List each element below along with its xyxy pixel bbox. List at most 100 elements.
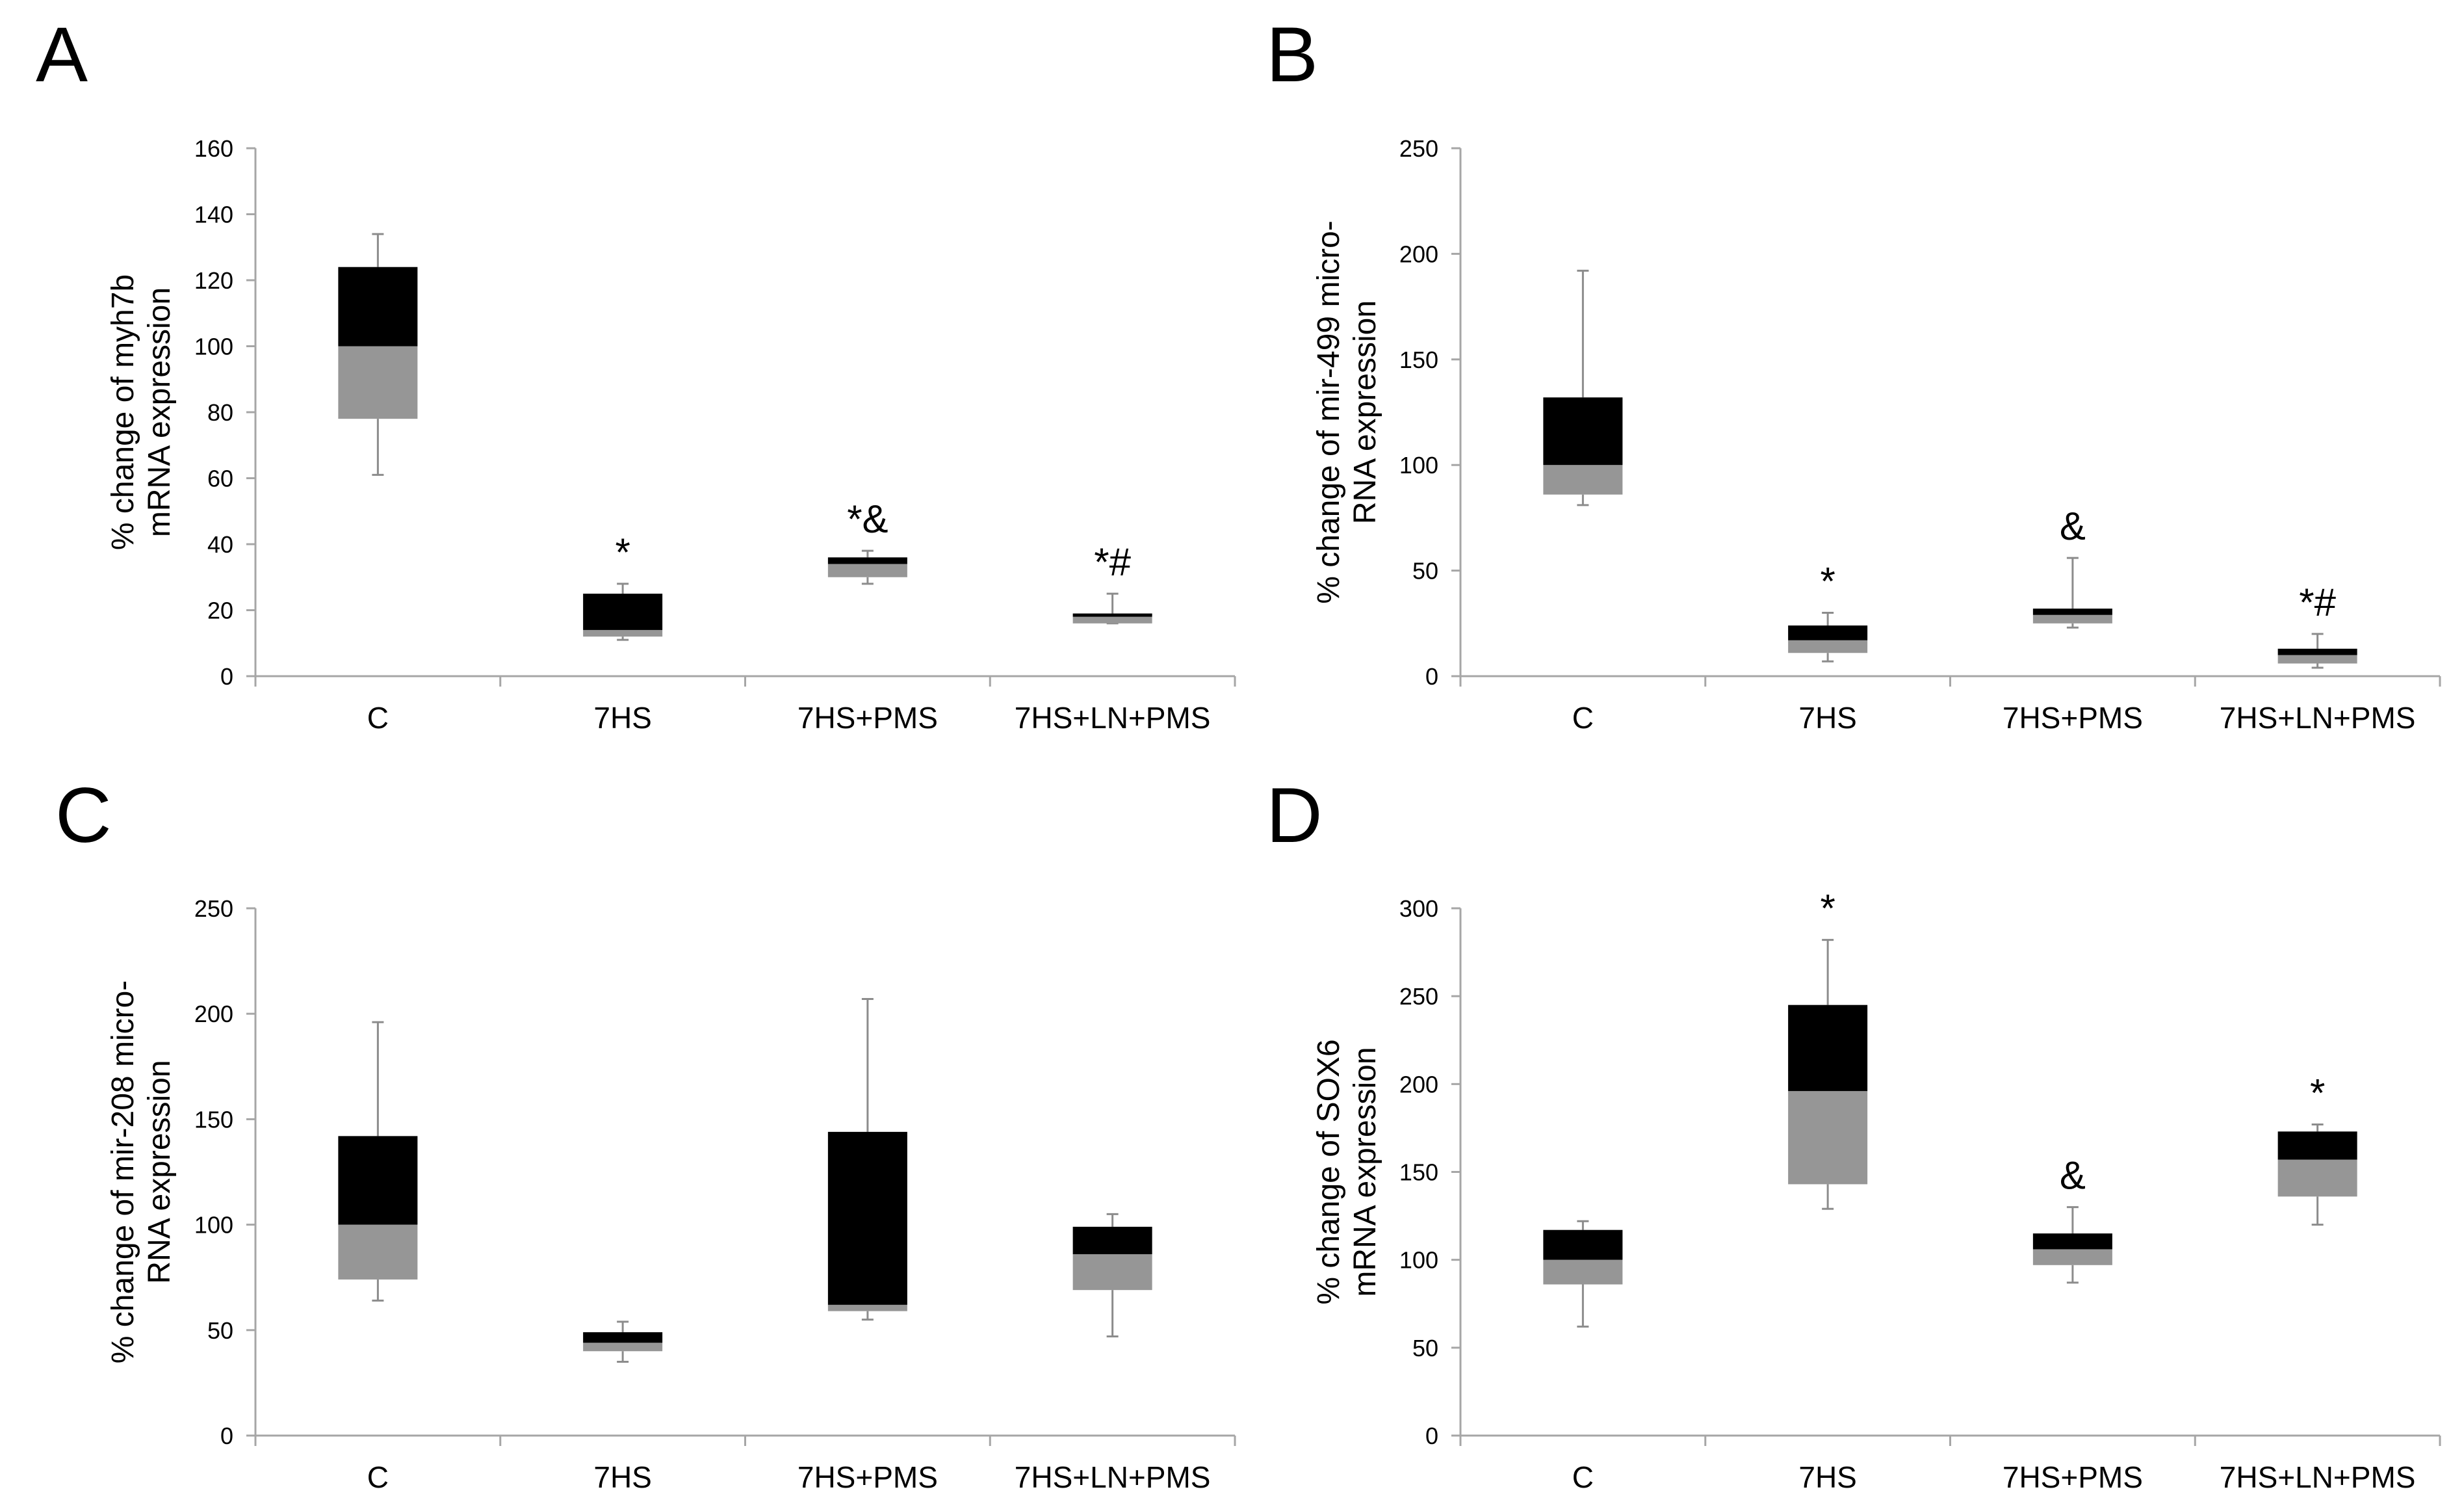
panel-letter: B bbox=[1266, 11, 1318, 98]
box-upper-quartile bbox=[2277, 1131, 2357, 1160]
significance-marker: & bbox=[2060, 505, 2086, 548]
y-tick-label: 100 bbox=[194, 334, 233, 360]
panel-letter: A bbox=[36, 11, 88, 98]
x-category-label: 7HS+PMS bbox=[798, 701, 938, 735]
y-tick-label: 50 bbox=[207, 1317, 233, 1344]
y-tick-label: 80 bbox=[207, 399, 233, 426]
box-lower-quartile bbox=[338, 346, 418, 419]
y-tick-label: 250 bbox=[1399, 983, 1438, 1010]
box-lower-quartile bbox=[2277, 655, 2357, 664]
x-category-label: 7HS+PMS bbox=[2003, 701, 2143, 735]
y-axis-title-line: % change of myh7b bbox=[106, 274, 140, 550]
y-tick-label: 200 bbox=[1399, 1071, 1438, 1097]
box-upper-quartile bbox=[2032, 609, 2112, 615]
box-lower-quartile bbox=[1788, 1091, 1868, 1185]
y-tick-label: 160 bbox=[194, 135, 233, 162]
x-category-label: C bbox=[367, 1460, 389, 1494]
significance-marker: * bbox=[1820, 560, 1835, 603]
panel-d: D 0 50 100 150 200 250 300 % change of SOX6mRNA … bbox=[1266, 772, 2441, 1494]
significance-marker: *& bbox=[847, 497, 888, 541]
box-lower-quartile bbox=[1543, 465, 1623, 495]
panel-a: A 0 20 40 60 80 100 120 140 160 % change of myh7bm… bbox=[36, 11, 1236, 735]
box-lower-quartile bbox=[2277, 1159, 2357, 1197]
y-axis-title: % change of mir-208 micro-RNA expression bbox=[106, 980, 177, 1364]
box-lower-quartile bbox=[1788, 640, 1868, 653]
y-tick-label: 50 bbox=[1412, 558, 1438, 585]
box-lower-quartile bbox=[2032, 1249, 2112, 1265]
y-tick-label: 50 bbox=[1412, 1335, 1438, 1361]
significance-marker: *# bbox=[2299, 581, 2336, 624]
y-axis-title: % change of SOX6mRNA expression bbox=[1312, 1039, 1382, 1304]
x-category-label: 7HS+LN+PMS bbox=[1015, 701, 1211, 735]
x-category-label: 7HS bbox=[1798, 701, 1856, 735]
y-tick-label: 60 bbox=[207, 466, 233, 492]
panel-b: B 0 50 100 150 200 250 % change of mir-499 micr… bbox=[1266, 11, 2441, 735]
y-tick-label: 20 bbox=[207, 598, 233, 624]
significance-marker: * bbox=[615, 531, 630, 574]
y-tick-label: 100 bbox=[1399, 1247, 1438, 1274]
y-tick-label: 0 bbox=[220, 1423, 233, 1449]
y-axis-title-line: mRNA expression bbox=[142, 287, 177, 537]
y-axis-title: % change of mir-499 micro-RNA expression bbox=[1312, 220, 1382, 604]
y-axis-title-line: mRNA expression bbox=[1348, 1047, 1382, 1296]
y-tick-label: 300 bbox=[1399, 895, 1438, 922]
y-tick-label: 0 bbox=[1425, 663, 1438, 690]
y-tick-label: 120 bbox=[194, 267, 233, 294]
y-tick-label: 140 bbox=[194, 202, 233, 228]
box-upper-quartile bbox=[338, 267, 418, 347]
panel-letter: C bbox=[55, 772, 112, 859]
panel-letter: D bbox=[1266, 772, 1323, 859]
box-lower-quartile bbox=[338, 1224, 418, 1280]
box-upper-quartile bbox=[2277, 648, 2357, 655]
y-axis-title-line: RNA expression bbox=[142, 1060, 177, 1283]
x-category-label: 7HS+LN+PMS bbox=[2220, 1460, 2416, 1494]
box-upper-quartile bbox=[583, 1332, 663, 1343]
box-lower-quartile bbox=[583, 1343, 663, 1352]
significance-marker: * bbox=[2310, 1071, 2325, 1115]
y-tick-label: 250 bbox=[1399, 135, 1438, 162]
x-category-label: 7HS bbox=[593, 1460, 651, 1494]
y-axis-title-line: % change of mir-208 micro- bbox=[106, 980, 140, 1364]
box-upper-quartile bbox=[827, 557, 907, 564]
box-upper-quartile bbox=[827, 1131, 907, 1305]
x-category-label: C bbox=[1572, 1460, 1594, 1494]
box-lower-quartile bbox=[1072, 1254, 1152, 1291]
panel-c: C 0 50 100 150 200 250 % change of mir-208 micr… bbox=[55, 772, 1236, 1494]
significance-marker: & bbox=[2060, 1154, 2086, 1198]
y-tick-label: 200 bbox=[1399, 241, 1438, 267]
y-axis-title: % change of myh7bmRNA expression bbox=[106, 274, 177, 550]
x-category-label: C bbox=[367, 701, 389, 735]
box-upper-quartile bbox=[1543, 397, 1623, 466]
x-category-label: 7HS bbox=[593, 701, 651, 735]
y-tick-label: 40 bbox=[207, 531, 233, 558]
y-axis-title-line: RNA expression bbox=[1348, 300, 1382, 524]
y-tick-label: 0 bbox=[220, 663, 233, 690]
box-upper-quartile bbox=[1543, 1229, 1623, 1260]
x-category-label: 7HS+PMS bbox=[2003, 1460, 2143, 1494]
box-lower-quartile bbox=[1072, 616, 1152, 624]
box-upper-quartile bbox=[1072, 1226, 1152, 1255]
y-tick-label: 0 bbox=[1425, 1423, 1438, 1449]
y-tick-label: 150 bbox=[1399, 347, 1438, 373]
y-tick-label: 200 bbox=[194, 1001, 233, 1027]
box-lower-quartile bbox=[827, 564, 907, 577]
box-upper-quartile bbox=[1788, 625, 1868, 640]
box-lower-quartile bbox=[1543, 1259, 1623, 1285]
box-upper-quartile bbox=[338, 1136, 418, 1225]
y-axis-title-line: % change of mir-499 micro- bbox=[1312, 220, 1346, 604]
box-lower-quartile bbox=[827, 1304, 907, 1311]
x-category-label: C bbox=[1572, 701, 1594, 735]
box-upper-quartile bbox=[583, 594, 663, 630]
box-upper-quartile bbox=[1072, 613, 1152, 617]
y-tick-label: 150 bbox=[1399, 1159, 1438, 1186]
x-category-label: 7HS+LN+PMS bbox=[1015, 1460, 1211, 1494]
y-tick-label: 100 bbox=[194, 1212, 233, 1239]
y-tick-label: 100 bbox=[1399, 452, 1438, 479]
box-upper-quartile bbox=[2032, 1233, 2112, 1250]
box-lower-quartile bbox=[2032, 614, 2112, 624]
significance-marker: *# bbox=[1094, 540, 1131, 584]
box-upper-quartile bbox=[1788, 1005, 1868, 1092]
y-tick-label: 250 bbox=[194, 895, 233, 922]
y-tick-label: 150 bbox=[194, 1106, 233, 1133]
